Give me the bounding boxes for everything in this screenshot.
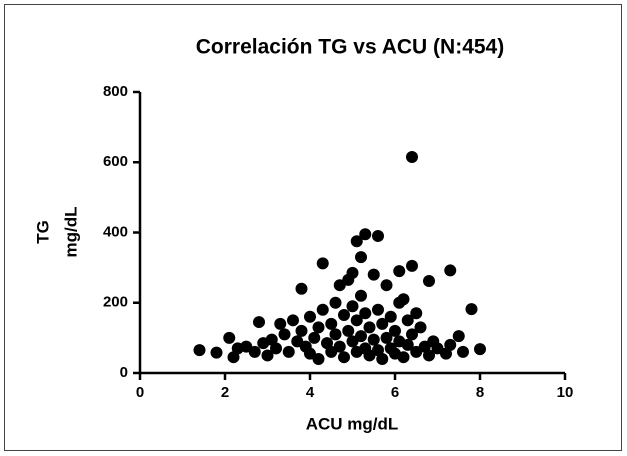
point	[333, 340, 346, 353]
point	[261, 349, 274, 362]
point	[363, 321, 376, 334]
point	[287, 314, 299, 327]
point	[444, 264, 457, 277]
point	[465, 303, 478, 316]
point	[210, 346, 223, 359]
point	[401, 314, 414, 327]
y-tick-label: 200	[103, 294, 128, 311]
point	[329, 296, 342, 309]
point	[380, 279, 393, 292]
y-axis-label: TG	[33, 220, 52, 244]
point	[274, 317, 287, 330]
point	[308, 331, 321, 344]
point	[278, 328, 291, 341]
point	[406, 259, 418, 272]
point	[253, 316, 265, 329]
point	[444, 338, 457, 351]
point	[316, 257, 329, 270]
point	[355, 330, 367, 343]
point	[359, 307, 372, 320]
point	[295, 282, 308, 295]
point	[457, 345, 469, 358]
point	[248, 345, 261, 358]
point	[355, 251, 367, 264]
x-tick-label: 0	[136, 384, 144, 401]
point	[346, 266, 359, 279]
point	[329, 328, 342, 341]
point	[401, 338, 414, 351]
y-tick-label: 600	[103, 153, 128, 170]
x-tick-label: 10	[557, 384, 574, 401]
x-axis-label: ACU mg/dL	[306, 414, 399, 433]
point	[355, 289, 367, 302]
point	[372, 303, 384, 316]
point	[342, 324, 355, 337]
point	[397, 293, 410, 306]
point	[312, 321, 325, 334]
point	[389, 324, 401, 337]
point	[423, 349, 435, 362]
x-tick-label: 4	[306, 384, 315, 401]
point	[406, 328, 418, 341]
y-tick-label: 0	[120, 364, 128, 381]
point	[193, 344, 206, 357]
point	[406, 150, 418, 163]
point	[393, 265, 406, 278]
point	[346, 300, 359, 313]
point	[350, 235, 363, 248]
point	[338, 309, 350, 322]
frame	[4, 4, 622, 451]
point	[295, 324, 308, 337]
point	[474, 343, 486, 356]
x-tick-label: 8	[476, 384, 484, 401]
point	[410, 307, 423, 320]
point	[270, 342, 282, 355]
chart-title: Correlación TG vs ACU (N:454)	[196, 36, 504, 59]
point	[367, 268, 380, 281]
point	[359, 228, 372, 241]
y-axis-label: mg/dL	[61, 207, 80, 258]
y-tick-label: 800	[103, 83, 128, 100]
point	[350, 314, 363, 327]
point	[304, 310, 316, 323]
point	[376, 352, 389, 365]
point	[423, 274, 435, 287]
point	[282, 345, 295, 358]
x-tick-label: 2	[221, 384, 229, 401]
point	[312, 352, 325, 365]
point	[414, 321, 427, 334]
point	[372, 230, 384, 243]
x-tick-label: 6	[391, 384, 399, 401]
point	[376, 317, 389, 330]
point	[223, 331, 236, 344]
y-tick-label: 400	[103, 223, 128, 240]
point	[316, 303, 329, 316]
point	[380, 331, 393, 344]
point	[452, 330, 465, 343]
point	[397, 351, 410, 364]
point	[384, 310, 397, 323]
point	[367, 333, 380, 346]
point	[325, 317, 338, 330]
point	[338, 351, 350, 364]
